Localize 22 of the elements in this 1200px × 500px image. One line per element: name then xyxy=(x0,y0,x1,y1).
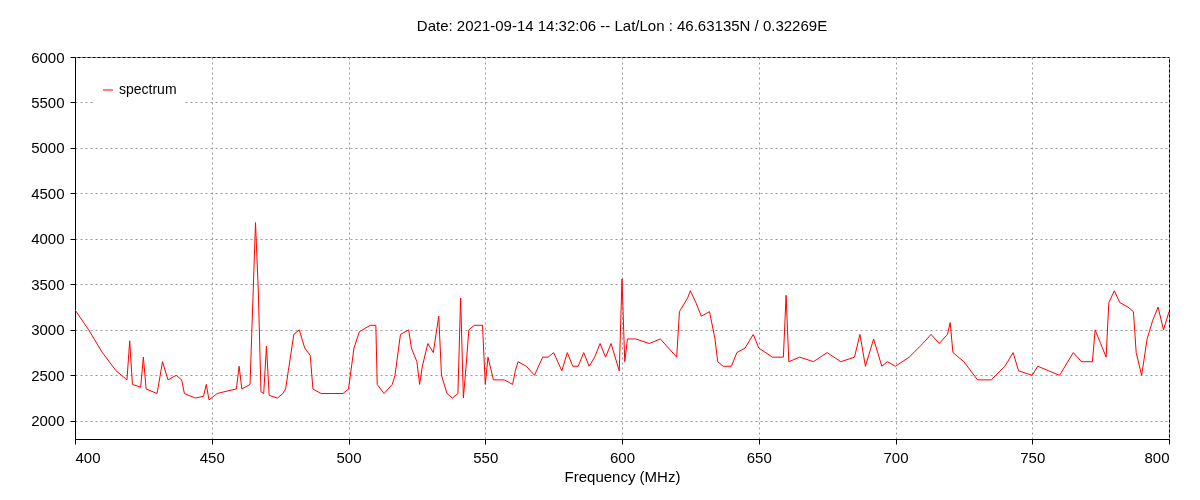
line-series xyxy=(75,222,1169,401)
x-tick-label: 800 xyxy=(1144,448,1170,466)
y-tick-label: 2500 xyxy=(31,366,65,384)
y-tick-label: 6000 xyxy=(31,48,65,66)
y-tick-label: 3500 xyxy=(31,275,65,293)
y-tick-label: 5500 xyxy=(31,93,65,111)
x-axis-title: Frequency (MHz) xyxy=(564,467,681,485)
y-tick-label: 4500 xyxy=(31,184,65,202)
x-tick-label: 550 xyxy=(473,448,499,466)
x-tick-label: 650 xyxy=(746,448,772,466)
y-tick-label: 4000 xyxy=(31,230,65,248)
y-tick-label: 3000 xyxy=(31,321,65,339)
y-tick-label: 2000 xyxy=(31,412,65,430)
x-tick-label: 600 xyxy=(609,448,636,466)
x-tick-label: 700 xyxy=(883,448,909,466)
x-tick-label: 450 xyxy=(199,448,225,466)
x-tick-label: 500 xyxy=(336,448,362,466)
x-tick-label: 400 xyxy=(75,448,101,466)
chart-title: Date: 2021-09-14 14:32:06 -- Lat/Lon : 46.63135N / 0.32269E xyxy=(416,17,828,34)
x-tick-label: 750 xyxy=(1020,448,1046,466)
y-tick-label: 5000 xyxy=(31,139,65,157)
legend-label: spectrum xyxy=(119,81,177,97)
